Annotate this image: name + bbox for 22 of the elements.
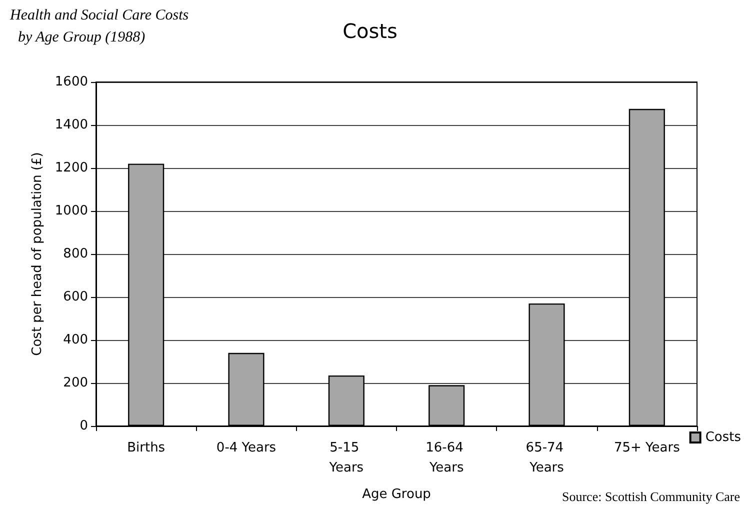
y-tick-label: 800 <box>63 246 88 262</box>
x-axis-title: Age Group <box>362 487 431 502</box>
chart-title: Costs <box>342 19 398 43</box>
y-tick-label: 600 <box>63 290 88 304</box>
x-tick-label: 65-74 Years <box>526 440 568 476</box>
source-note: Source: Scottish Community Care <box>562 489 740 504</box>
y-tick-label: 1600 <box>54 74 88 90</box>
y-tick-label: 1200 <box>54 160 88 176</box>
x-tick-label: 75+ Years <box>614 440 680 456</box>
x-tick-label: Births <box>127 440 166 456</box>
text: Health and Social Care Costs <box>9 8 189 24</box>
text: by Age Group (1988) <box>18 30 146 46</box>
y-tick-label: 1400 <box>54 118 88 132</box>
y-axis-title: Cost per head of population (£) <box>30 152 45 356</box>
y-tick-label: 1000 <box>54 204 88 218</box>
x-tick-label: 16-64 Years <box>426 440 468 476</box>
y-tick-label: 0 <box>80 418 88 434</box>
y-tick-label: 400 <box>63 332 88 348</box>
x-tick-label: 0-4 Years <box>216 440 276 456</box>
legend-label: Costs <box>705 430 742 445</box>
y-tick-label: 200 <box>63 376 88 390</box>
x-tick-label: 5-15 Years <box>328 440 364 476</box>
